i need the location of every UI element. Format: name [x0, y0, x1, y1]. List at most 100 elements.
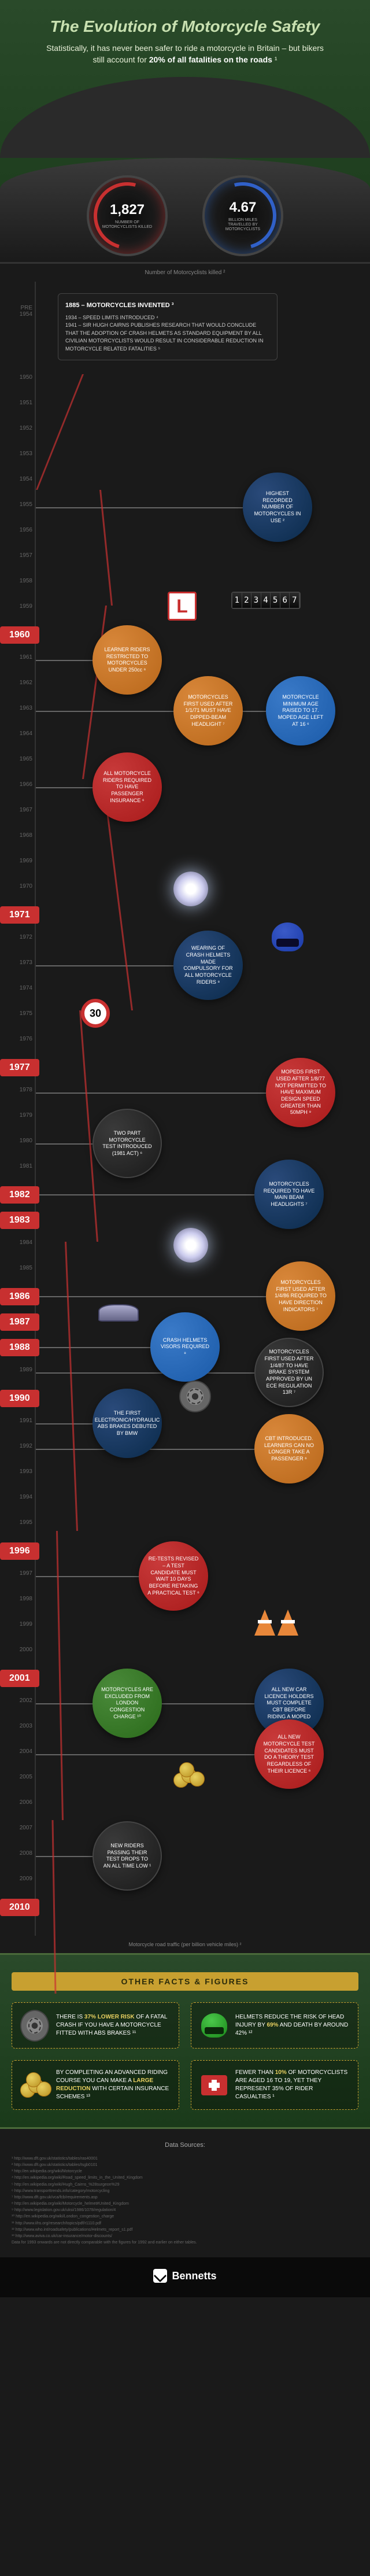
fact-box: HELMETS REDUCE THE RISK OF HEAD INJURY B…	[191, 2002, 358, 2049]
source-line: ⁶ http://www.transporttrends.info/catego…	[12, 2188, 358, 2194]
year-tick: 1955	[12, 501, 32, 508]
year-tick: 1976	[12, 1036, 32, 1042]
event-bubble: MOTORCYCLES REQUIRED TO HAVE MAIN BEAM H…	[254, 1160, 324, 1229]
year-tick: 2009	[12, 1876, 32, 1882]
brand-logo: Bennetts	[153, 2269, 216, 2283]
year-major: 1983	[0, 1212, 39, 1229]
year-tick: 1993	[12, 1468, 32, 1475]
facts-grid: THERE IS 37% LOWER RISK OF A FATAL CRASH…	[12, 2002, 358, 2110]
year-major: 1977	[0, 1059, 39, 1076]
year-tick: 1958	[12, 578, 32, 584]
year-tick: 1966	[12, 781, 32, 788]
year-tick: 2005	[12, 1774, 32, 1780]
lplate-icon: L	[168, 592, 197, 621]
source-line: ⁵ http://en.wikipedia.org/wiki/Hugh_Cair…	[12, 2182, 358, 2188]
event-bubble: THE FIRST ELECTRONIC/HYDRAULIC ABS BRAKE…	[92, 1389, 162, 1458]
year-tick: 1964	[12, 730, 32, 737]
year-tick: 1989	[12, 1367, 32, 1373]
year-tick: 1953	[12, 451, 32, 457]
year-major: 1990	[0, 1390, 39, 1407]
year-tick: 1952	[12, 425, 32, 431]
year-major: 2001	[0, 1670, 39, 1687]
year-tick: 1956	[12, 527, 32, 533]
year-tick: 1991	[12, 1418, 32, 1424]
bubble-connector	[36, 965, 173, 966]
year-major: 1996	[0, 1542, 39, 1560]
timeline: 1885 – MOTORCYCLES INVENTED ³ 1934 – SPE…	[0, 282, 370, 1936]
header: The Evolution of Motorcycle Safety Stati…	[0, 0, 370, 264]
event-bubble: MOTORCYCLES FIRST USED AFTER 1/4/86 REQU…	[266, 1261, 335, 1331]
year-tick: 1963	[12, 705, 32, 711]
bubble-connector	[36, 1296, 266, 1297]
disc-icon	[20, 2011, 49, 2040]
footer: Bennetts	[0, 2257, 370, 2297]
bubble-connector	[36, 1856, 92, 1857]
chart-line-segment	[36, 374, 84, 490]
road-graphic	[0, 77, 370, 158]
year-tick: 2007	[12, 1825, 32, 1831]
year-tick: 1995	[12, 1519, 32, 1526]
fact-box: THERE IS 37% LOWER RISK OF A FATAL CRASH…	[12, 2002, 179, 2049]
year-tick: 1994	[12, 1494, 32, 1500]
visor-icon	[98, 1304, 139, 1322]
year-tick: 1981	[12, 1163, 32, 1169]
event-bubble: CRASH HELMETS VISORS REQUIRED ⁸	[150, 1312, 220, 1382]
year-tick: 1980	[12, 1138, 32, 1144]
fact-box: BY COMPLETING AN ADVANCED RIDING COURSE …	[12, 2060, 179, 2110]
year-major: 1986	[0, 1288, 39, 1305]
event-bubble: HIGHEST RECORDED NUMBER OF MOTORCYCLES I…	[243, 473, 312, 542]
gauge-miles: 4.67 BILLION MILES TRAVELLED BY MOTORCYC…	[202, 175, 283, 256]
chart-line-segment	[65, 1242, 78, 1531]
year-major: 1987	[0, 1313, 39, 1331]
intro-title: 1885 – MOTORCYCLES INVENTED ³	[65, 301, 270, 311]
year-major: 1960	[0, 626, 39, 644]
firstaid-icon	[199, 2071, 228, 2099]
year-tick: 1968	[12, 832, 32, 839]
year-tick: 2004	[12, 1748, 32, 1755]
bubble-connector	[36, 1372, 254, 1374]
year-tick: 1985	[12, 1265, 32, 1271]
event-bubble: WEARING OF CRASH HELMETS MADE COMPULSORY…	[173, 931, 243, 1000]
year-tick: 1951	[12, 400, 32, 406]
source-line: ¹³ http://www.aviva.co.uk/car-insurance/…	[12, 2233, 358, 2239]
page-title: The Evolution of Motorcycle Safety	[12, 17, 358, 36]
coins-icon	[173, 1762, 208, 1788]
helmet-icon	[272, 922, 304, 951]
year-tick: 2008	[12, 1850, 32, 1857]
brand-name: Bennetts	[172, 2270, 216, 2282]
year-tick: 1961	[12, 654, 32, 660]
subtitle-post: ¹	[272, 55, 278, 64]
event-bubble: CBT INTRODUCED. LEARNERS CAN NO LONGER T…	[254, 1414, 324, 1483]
source-line: ⁸ http://en.wikipedia.org/wiki/Motorcycl…	[12, 2201, 358, 2207]
bubble-connector	[36, 660, 92, 661]
year-tick: 1979	[12, 1112, 32, 1119]
year-tick: 2006	[12, 1799, 32, 1806]
bubble-connector	[36, 1576, 139, 1577]
year-tick: 1954	[12, 476, 32, 482]
year-tick: 1957	[12, 552, 32, 559]
event-bubble: MOTORCYCLES FIRST USED AFTER 1/1/71 MUST…	[173, 676, 243, 746]
intro-line: 1934 – SPEED LIMITS INTRODUCED ⁴	[65, 314, 270, 322]
facts-title: OTHER FACTS & FIGURES	[12, 1972, 358, 1991]
year-tick: 1997	[12, 1570, 32, 1577]
bubble-connector	[36, 1143, 92, 1145]
axis-top-label: Number of Motorcyclists killed ²	[0, 264, 370, 282]
event-bubble: TWO PART MOTORCYCLE TEST INTRODUCED (198…	[92, 1109, 162, 1178]
event-bubble: MOTORCYCLES ARE EXCLUDED FROM LONDON CON…	[92, 1669, 162, 1738]
event-bubble: ALL NEW MOTORCYCLE TEST CANDIDATES MUST …	[254, 1719, 324, 1789]
year-tick: 1970	[12, 883, 32, 890]
year-tick: 1969	[12, 858, 32, 864]
green-helmet-icon	[199, 2011, 228, 2040]
intro-line: 1941 – SIR HUGH CAIRNS PUBLISHES RESEARC…	[65, 322, 270, 353]
event-bubble: LEARNER RIDERS RESTRICTED TO MOTORCYCLES…	[92, 625, 162, 695]
speedlimit-icon: 30	[81, 999, 110, 1028]
source-line: ⁴ http://en.wikipedia.org/wiki/Road_spee…	[12, 2175, 358, 2181]
source-line: ¹¹ http://www.iihs.org/research/topics/p…	[12, 2220, 358, 2227]
bubble-connector	[36, 787, 92, 788]
chart-line-segment	[79, 1010, 98, 1242]
source-line: ¹ http://www.dft.gov.uk/statistics/table…	[12, 2156, 358, 2162]
year-tick: 1999	[12, 1621, 32, 1627]
odometer-icon: 1234567	[231, 592, 301, 609]
bubble-connector	[36, 1347, 150, 1348]
fact-box: FEWER THAN 10% OF MOTORCYCLISTS ARE AGED…	[191, 2060, 358, 2110]
